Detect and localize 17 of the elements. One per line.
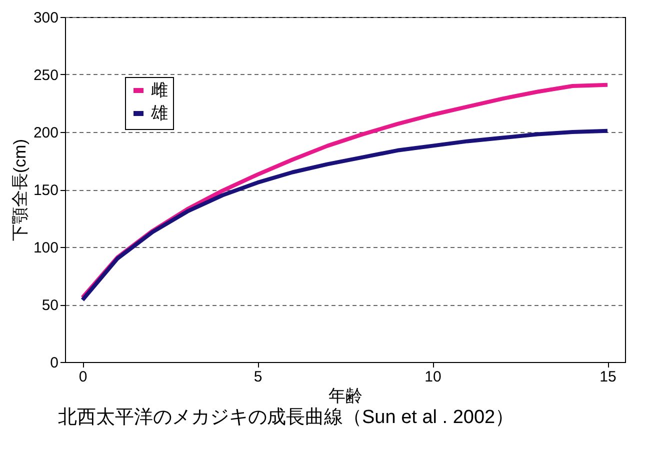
x-tick-label: 15 xyxy=(600,368,616,386)
line-series xyxy=(80,128,610,302)
y-axis-title: 下顎全長(cm) xyxy=(10,139,30,241)
x-axis-title: 年齢 xyxy=(328,386,362,406)
x-tick-label: 0 xyxy=(78,368,88,386)
y-tick-label: 100 xyxy=(33,240,58,256)
y-tick-label: 300 xyxy=(33,10,58,26)
legend-label: 雄 xyxy=(150,104,168,122)
legend-label: 雌 xyxy=(151,80,168,100)
y-tick-label: 250 xyxy=(33,67,58,84)
x-tick-label: 10 xyxy=(424,368,442,386)
text: 北西太平洋のメカジキの成長曲線（Sun et al . 2002） xyxy=(58,406,516,430)
y-tick-label: 0 xyxy=(50,354,58,372)
x-tick-label: 5 xyxy=(254,368,262,386)
y-tick-label: 50 xyxy=(42,297,58,314)
y-tick-label: 150 xyxy=(33,182,58,199)
y-tick-label: 200 xyxy=(33,124,58,142)
